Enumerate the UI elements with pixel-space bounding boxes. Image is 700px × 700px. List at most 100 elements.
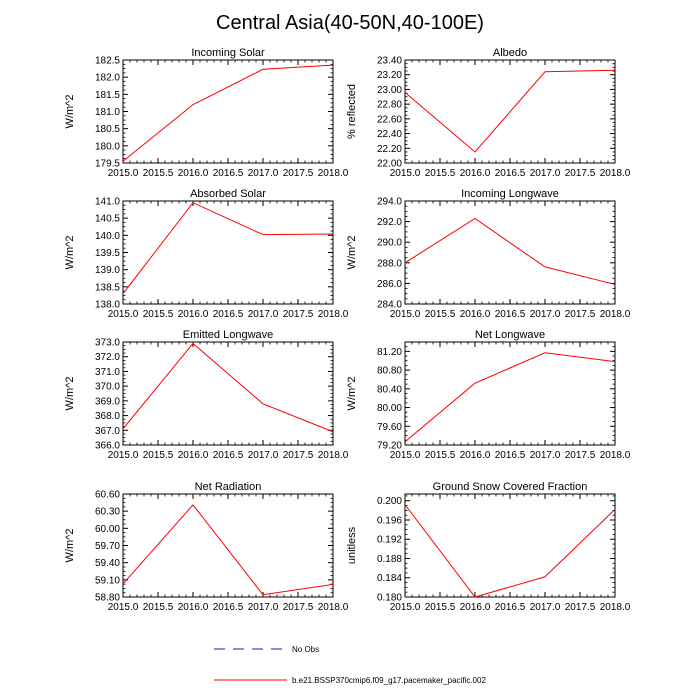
y-axis-label: % reflected xyxy=(346,84,358,139)
y-tick-label: 179.5 xyxy=(95,159,120,170)
x-tick-label: 2015.0 xyxy=(108,168,139,179)
x-tick-label: 2016.5 xyxy=(495,450,526,461)
x-tick-label: 2017.0 xyxy=(530,602,561,613)
y-tick-label: 58.80 xyxy=(95,593,120,604)
y-tick-label: 0.180 xyxy=(377,593,402,604)
y-tick-label: 180.0 xyxy=(95,141,120,152)
series-line xyxy=(122,64,334,162)
x-tick-label: 2018.0 xyxy=(600,309,631,320)
x-tick-label: 2016.0 xyxy=(460,450,491,461)
x-tick-label: 2015.5 xyxy=(143,602,174,613)
panel-incoming-solar: Incoming Solar W/m^2 2015.0 2015.5 2016.0 201… xyxy=(64,47,349,179)
legend-entry-no-obs: No Obs xyxy=(214,645,319,654)
x-tick-label: 2017.0 xyxy=(248,309,279,320)
y-tick-label: 294.0 xyxy=(377,197,402,208)
plot-frame xyxy=(122,59,334,164)
y-tick-label: 22.60 xyxy=(377,114,402,125)
panel-net-radiation: Net Radiation W/m^2 2015.0 2015.5 2016.0 2016… xyxy=(64,481,349,613)
y-tick-label: 79.20 xyxy=(377,441,402,452)
y-tick-label: 139.5 xyxy=(95,248,120,259)
panel-albedo: Albedo % reflected 2015.0 2015.5 2016.0 2016.… xyxy=(346,47,631,179)
series-line xyxy=(122,202,334,295)
panel-absorbed-solar: Absorbed Solar W/m^2 2015.0 2015.5 2016.0 201… xyxy=(64,188,349,320)
plot-frame xyxy=(404,200,616,305)
panel-emitted-longwave: Emitted Longwave W/m^2 2015.0 2015.5 2016.0 2… xyxy=(64,329,349,461)
y-tick-label: 292.0 xyxy=(377,217,402,228)
y-tick-label: 141.0 xyxy=(95,197,120,208)
panel-incoming-longwave: Incoming Longwave W/m^2 2015.0 2015.5 2016.0… xyxy=(346,188,631,320)
x-tick-label: 2018.0 xyxy=(318,168,349,179)
x-tick-label: 2016.0 xyxy=(460,309,491,320)
panels-container: Incoming Solar W/m^2 2015.0 2015.5 2016.0 201… xyxy=(64,47,631,613)
y-tick-label: 373.0 xyxy=(95,338,120,349)
y-axis-label: W/m^2 xyxy=(64,236,76,270)
x-tick-label: 2017.5 xyxy=(565,168,596,179)
x-tick-label: 2016.0 xyxy=(460,168,491,179)
x-tick-label: 2015.0 xyxy=(390,602,421,613)
y-axis-label: W/m^2 xyxy=(346,236,358,270)
x-tick-label: 2015.5 xyxy=(425,168,456,179)
series-line xyxy=(404,352,616,443)
x-tick-label: 2015.5 xyxy=(425,309,456,320)
x-tick-label: 2015.0 xyxy=(108,602,139,613)
y-tick-label: 182.5 xyxy=(95,56,120,67)
x-tick-label: 2017.0 xyxy=(248,450,279,461)
y-tick-label: 288.0 xyxy=(377,258,402,269)
y-tick-label: 23.40 xyxy=(377,56,402,67)
x-tick-label: 2017.5 xyxy=(565,309,596,320)
x-tick-label: 2018.0 xyxy=(600,168,631,179)
x-tick-label: 2017.0 xyxy=(530,450,561,461)
y-axis-label: W/m^2 xyxy=(346,377,358,411)
x-tick-label: 2015.5 xyxy=(143,450,174,461)
y-tick-label: 140.5 xyxy=(95,214,120,225)
series-line xyxy=(404,69,616,153)
x-tick-label: 2017.5 xyxy=(565,450,596,461)
x-tick-label: 2015.5 xyxy=(425,602,456,613)
y-tick-label: 368.0 xyxy=(95,411,120,422)
x-tick-label: 2016.5 xyxy=(213,450,244,461)
x-tick-label: 2017.5 xyxy=(283,602,314,613)
plot-frame xyxy=(122,341,334,446)
panel-title: Ground Snow Covered Fraction xyxy=(433,481,588,493)
y-axis-label: W/m^2 xyxy=(64,95,76,129)
x-tick-label: 2016.0 xyxy=(178,168,209,179)
y-axis-label: W/m^2 xyxy=(64,377,76,411)
y-tick-label: 284.0 xyxy=(377,300,402,311)
x-tick-label: 2015.0 xyxy=(390,168,421,179)
x-tick-label: 2016.0 xyxy=(178,450,209,461)
y-tick-label: 59.70 xyxy=(95,541,120,552)
y-tick-label: 60.30 xyxy=(95,507,120,518)
x-tick-label: 2018.0 xyxy=(318,602,349,613)
y-tick-label: 286.0 xyxy=(377,279,402,290)
x-tick-label: 2015.5 xyxy=(143,309,174,320)
y-tick-label: 138.5 xyxy=(95,282,120,293)
y-tick-label: 181.5 xyxy=(95,90,120,101)
x-tick-label: 2017.5 xyxy=(283,309,314,320)
x-tick-label: 2017.0 xyxy=(248,602,279,613)
legend-entry-model-run: b.e21.BSSP370cmip6.f09_g17.pacemaker_pac… xyxy=(214,676,486,685)
y-tick-label: 0.184 xyxy=(377,573,402,584)
y-tick-label: 60.60 xyxy=(95,490,120,501)
x-tick-label: 2017.5 xyxy=(283,168,314,179)
y-axis-label: W/m^2 xyxy=(64,529,76,563)
panel-ground-snow-covered-fraction: Ground Snow Covered Fraction unitless 2015… xyxy=(346,481,631,613)
y-tick-label: 81.20 xyxy=(377,347,402,358)
y-tick-label: 372.0 xyxy=(95,352,120,363)
y-tick-label: 23.20 xyxy=(377,70,402,81)
x-tick-label: 2017.0 xyxy=(530,168,561,179)
series-line xyxy=(404,504,616,598)
y-tick-label: 138.0 xyxy=(95,300,120,311)
panel-title: Incoming Longwave xyxy=(461,188,559,200)
y-tick-label: 79.60 xyxy=(377,422,402,433)
x-tick-label: 2017.5 xyxy=(565,602,596,613)
y-tick-label: 0.188 xyxy=(377,554,402,565)
x-tick-label: 2016.5 xyxy=(213,168,244,179)
plot-frame xyxy=(122,493,334,598)
panel-title: Net Longwave xyxy=(475,329,545,341)
y-tick-label: 371.0 xyxy=(95,367,120,378)
x-tick-label: 2016.5 xyxy=(495,168,526,179)
y-axis-label: unitless xyxy=(346,526,358,564)
x-tick-label: 2016.0 xyxy=(178,602,209,613)
x-tick-label: 2018.0 xyxy=(318,309,349,320)
